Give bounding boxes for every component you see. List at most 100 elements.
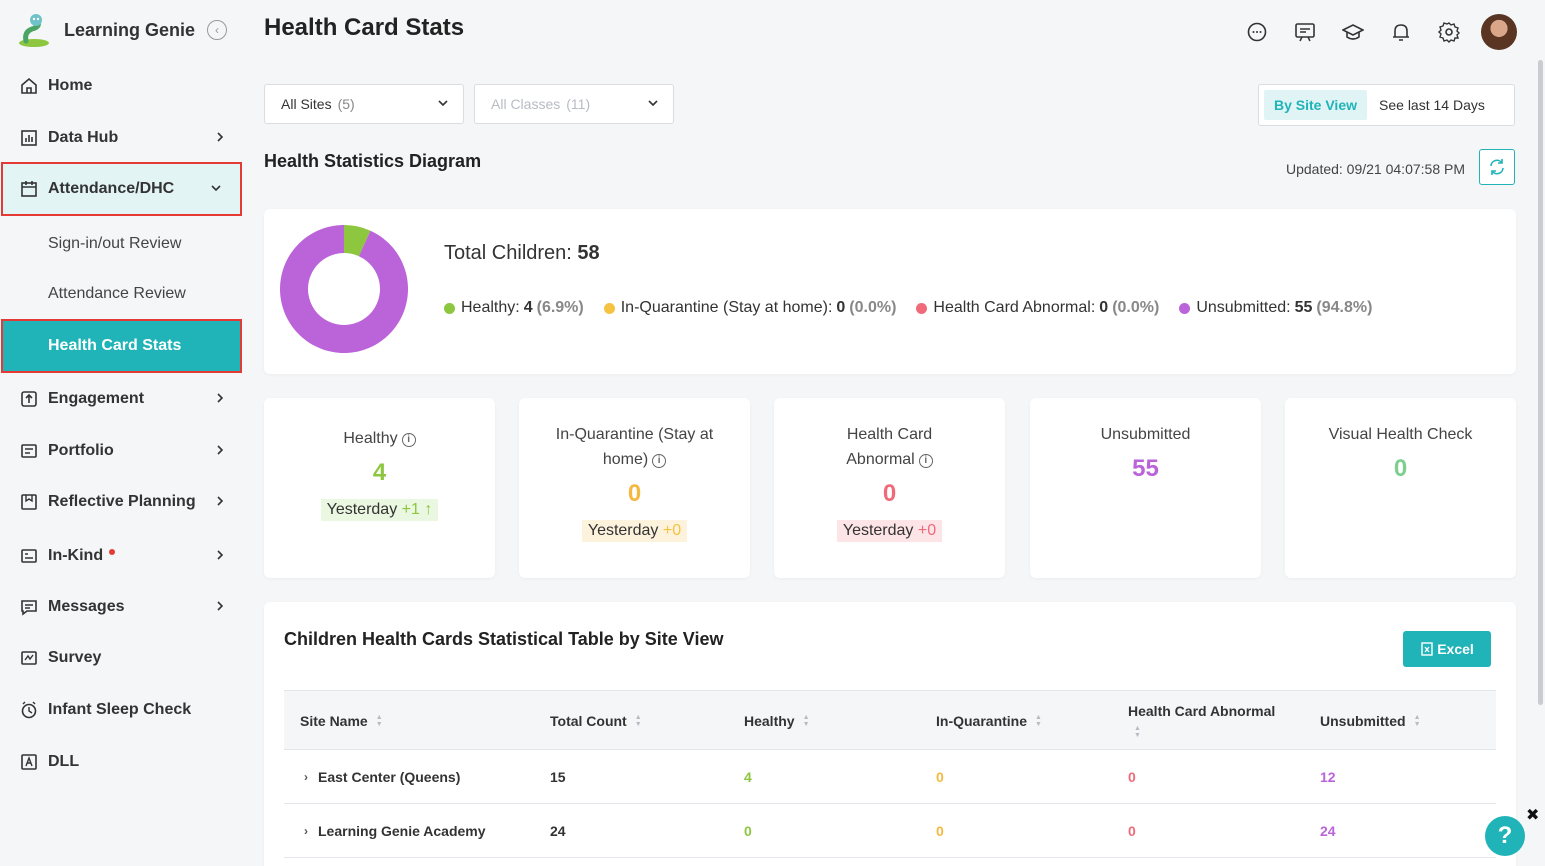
excel-export-button[interactable]: Excel — [1403, 631, 1491, 667]
stat-label: Visual Health Check — [1328, 426, 1473, 443]
refresh-button[interactable] — [1479, 149, 1515, 185]
column-label: Health Card Abnormal — [1128, 703, 1276, 719]
sort-icon[interactable]: ▲ ▼ — [1413, 714, 1421, 728]
sidebar-subitem-label: Attendance Review — [48, 285, 186, 302]
sidebar-item-attendance-dhc[interactable]: Attendance/DHC — [1, 162, 242, 216]
stat-card-abnormal: Health Card Abnormal i 0 Yesterday +0 — [774, 398, 1005, 578]
site-table: Site Name ▲ ▼ Total Count ▲ ▼ Healthy ▲ ▼ In-Q… — [284, 690, 1496, 858]
info-icon[interactable]: i — [401, 433, 416, 447]
column-header-healthy[interactable]: Healthy ▲ ▼ — [744, 691, 810, 751]
chevron-down-icon — [438, 100, 448, 107]
engagement-icon — [20, 390, 38, 408]
legend-label: Health Card Abnormal: — [933, 299, 1096, 316]
total-count-cell: 24 — [550, 823, 566, 839]
stat-label-text: Healthy — [343, 430, 398, 447]
bell-icon[interactable] — [1389, 20, 1413, 44]
sort-icon[interactable]: ▲ ▼ — [1134, 725, 1141, 739]
stat-value: 55 — [1132, 455, 1159, 482]
gear-icon[interactable] — [1437, 20, 1461, 44]
sidebar-item-reflective-planning[interactable]: Reflective Planning — [0, 476, 244, 528]
expand-row-icon[interactable]: › — [304, 770, 308, 784]
last-14-days-button[interactable]: See last 14 Days — [1379, 97, 1485, 113]
total-children-label: Total Children: — [444, 242, 572, 264]
healthy-cell: 4 — [744, 769, 752, 785]
sort-icon[interactable]: ▲ ▼ — [802, 714, 810, 728]
announcement-icon[interactable] — [1293, 20, 1317, 44]
help-button[interactable]: ? — [1485, 816, 1525, 856]
sidebar-item-messages[interactable]: Messages — [0, 581, 244, 633]
chat-icon[interactable] — [1245, 20, 1269, 44]
donut-slice-healthy[interactable] — [344, 225, 371, 257]
user-avatar[interactable] — [1481, 14, 1517, 50]
legend-pct: (0.0%) — [849, 299, 897, 316]
expand-row-icon[interactable]: › — [304, 824, 308, 838]
yesterday-delta: +0 — [662, 522, 682, 539]
donut-slice-unsubmitted[interactable] — [280, 225, 408, 353]
chart-icon — [20, 129, 38, 147]
sidebar-item-label: Infant Sleep Check — [48, 701, 192, 718]
planning-icon — [20, 493, 38, 511]
sidebar-subitem-attendance-review[interactable]: Attendance Review — [0, 269, 244, 319]
stat-value: 4 — [372, 459, 387, 486]
column-header-site-name[interactable]: Site Name ▲ ▼ — [300, 691, 383, 751]
sites-select-label: All Sites — [281, 96, 332, 112]
sidebar-item-dll[interactable]: DLL — [0, 736, 244, 788]
page-scrollbar[interactable] — [1538, 60, 1543, 705]
sort-icon[interactable]: ▲ ▼ — [1035, 714, 1042, 728]
excel-label: Excel — [1437, 641, 1474, 657]
by-site-view-button[interactable]: By Site View — [1264, 90, 1368, 120]
yesterday-badge: Yesterday +0 — [836, 520, 943, 542]
legend-item-quarantine: In-Quarantine (Stay at home): 0 (0.0%) — [603, 299, 897, 317]
dll-icon — [20, 753, 38, 771]
healthy-cell: 0 — [744, 823, 752, 839]
sidebar-subitem-health-card-stats[interactable]: Health Card Stats — [1, 319, 242, 373]
table-row[interactable]: › Learning Genie Academy 24 0 0 0 24 — [284, 804, 1496, 858]
sidebar-item-portfolio[interactable]: Portfolio — [0, 425, 244, 477]
classes-select-label: All Classes — [491, 96, 561, 112]
sidebar-item-in-kind[interactable]: In-Kind — [0, 530, 244, 582]
graduation-cap-icon[interactable] — [1341, 20, 1365, 44]
top-toolbar — [1221, 14, 1517, 50]
column-label: Healthy — [744, 713, 795, 729]
stat-label: Health Card Abnormal i — [774, 422, 1005, 472]
sidebar-subitem-label: Sign-in/out Review — [48, 235, 182, 252]
site-table-card: Children Health Cards Statistical Table … — [264, 602, 1516, 866]
column-header-in-quarantine[interactable]: In-Quarantine ▲ ▼ — [936, 691, 1042, 751]
notification-dot — [109, 549, 116, 555]
table-row[interactable]: › East Center (Queens) 15 4 0 0 12 — [284, 750, 1496, 804]
stat-card-healthy: Healthy i 4 Yesterday +1 ↑ — [264, 398, 495, 578]
diagram-title: Health Statistics Diagram — [264, 151, 482, 171]
sidebar-subitem-sign-in-out-review[interactable]: Sign-in/out Review — [0, 219, 244, 269]
sidebar-item-engagement[interactable]: Engagement — [0, 373, 244, 425]
sidebar-item-survey[interactable]: Survey — [0, 632, 244, 684]
health-donut-chart — [280, 225, 408, 353]
sidebar-item-label: Messages — [48, 598, 125, 615]
brand[interactable]: Learning Genie ‹ — [16, 12, 228, 48]
excel-icon — [1421, 642, 1433, 656]
sidebar-item-infant-sleep-check[interactable]: Infant Sleep Check — [0, 684, 244, 736]
sidebar-item-data-hub[interactable]: Data Hub — [0, 112, 244, 164]
refresh-icon — [1490, 159, 1504, 175]
classes-select[interactable]: All Classes (11) — [474, 84, 674, 124]
column-header-unsubmitted[interactable]: Unsubmitted ▲ ▼ — [1320, 691, 1421, 751]
abnormal-cell: 0 — [1128, 823, 1136, 839]
sort-icon[interactable]: ▲ ▼ — [375, 714, 383, 728]
column-header-total-count[interactable]: Total Count ▲ ▼ — [550, 691, 642, 751]
sites-select[interactable]: All Sites (5) — [264, 84, 464, 124]
info-icon[interactable]: i — [652, 454, 667, 468]
sidebar-item-label: Engagement — [48, 390, 145, 407]
sort-icon[interactable]: ▲ ▼ — [634, 714, 642, 728]
sidebar-item-label: Data Hub — [48, 129, 119, 146]
sidebar-item-label: DLL — [48, 753, 80, 770]
column-header-health-card-abnormal[interactable]: Health Card Abnormal ▲ ▼ — [1128, 691, 1275, 751]
quarantine-cell: 0 — [936, 823, 944, 839]
collapse-sidebar-icon[interactable]: ‹ — [207, 20, 228, 40]
chevron-right-icon — [214, 443, 226, 459]
chevron-right-icon — [214, 599, 226, 615]
column-label: In-Quarantine — [936, 713, 1028, 729]
yesterday-delta: +1 — [401, 501, 420, 518]
sidebar-item-home[interactable]: Home — [0, 60, 244, 112]
unsubmitted-cell: 24 — [1320, 823, 1336, 839]
info-icon[interactable]: i — [918, 454, 933, 468]
close-help-icon[interactable]: ✖ — [1526, 807, 1540, 824]
